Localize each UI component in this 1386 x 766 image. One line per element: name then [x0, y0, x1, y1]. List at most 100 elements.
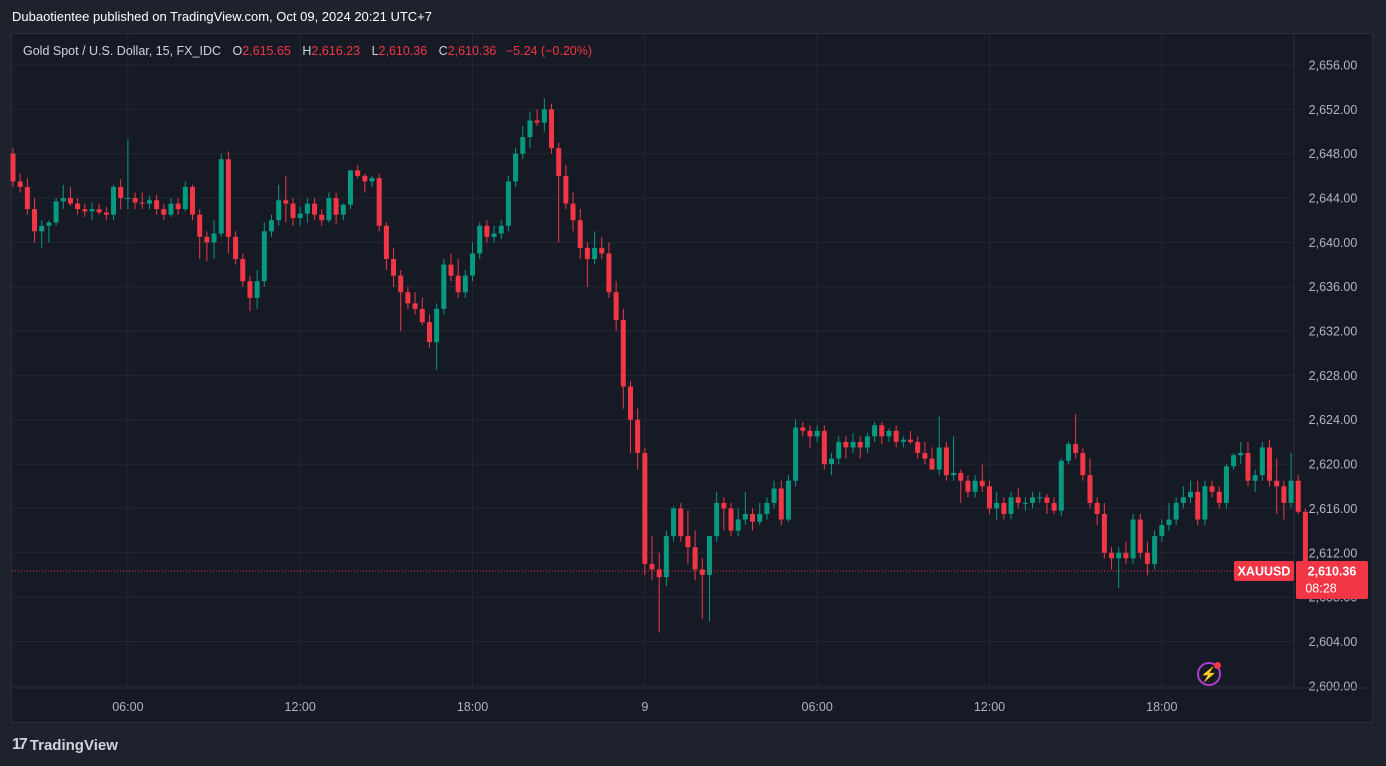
- candle-body: [721, 502, 727, 509]
- candle-body: [513, 153, 519, 182]
- candle-body: [627, 386, 633, 420]
- candle-body: [771, 488, 777, 503]
- y-tick-label: 2,648.00: [1309, 147, 1358, 161]
- candle-body: [642, 453, 648, 564]
- y-tick-label: 2,652.00: [1309, 103, 1358, 117]
- candle-body: [491, 233, 497, 237]
- candle-body: [1144, 552, 1150, 564]
- candle-body: [462, 275, 468, 293]
- y-tick-label: 2,632.00: [1309, 325, 1358, 339]
- candle-body: [455, 275, 461, 293]
- candle-body: [592, 247, 598, 260]
- candle-body: [434, 308, 440, 343]
- candle-body: [197, 214, 203, 237]
- candle-body: [448, 264, 454, 276]
- candle-body: [778, 488, 784, 520]
- candle-body: [520, 137, 526, 154]
- candle-body: [1087, 475, 1093, 503]
- candle-body: [240, 259, 246, 282]
- candle-body: [1015, 497, 1021, 503]
- candle-body: [111, 186, 117, 215]
- candle-body: [1044, 497, 1050, 503]
- candle-body: [247, 281, 253, 298]
- candle-body: [563, 175, 569, 204]
- x-tick-label: 9: [641, 700, 648, 714]
- candle-body: [1245, 453, 1251, 481]
- candle-body: [1259, 447, 1265, 476]
- candle-body: [297, 213, 303, 219]
- candle-body: [1116, 552, 1122, 559]
- candle-body: [319, 214, 325, 221]
- candle-body: [268, 220, 274, 232]
- legend: Gold Spot / U.S. Dollar, 15, FX_IDC O2,6…: [23, 44, 592, 58]
- candle-body: [1231, 455, 1237, 467]
- candle-body: [1101, 513, 1107, 553]
- candle-body: [67, 198, 73, 204]
- candle-body: [283, 200, 289, 204]
- candle-body: [735, 519, 741, 531]
- candle-body: [1288, 480, 1294, 503]
- tradingview-logo-icon: 17: [12, 736, 28, 753]
- candle-body: [82, 209, 88, 212]
- candle-body: [893, 430, 899, 442]
- candle-body: [24, 186, 30, 210]
- x-tick-label: 12:00: [285, 700, 316, 714]
- candle-body: [649, 563, 655, 570]
- candle-body: [1302, 511, 1308, 571]
- candle-body: [154, 200, 160, 210]
- candle-body: [1080, 453, 1086, 476]
- candle-body: [577, 220, 583, 248]
- footer[interactable]: 17 TradingView: [12, 736, 118, 754]
- candle-body: [376, 178, 382, 226]
- candle-body: [1037, 497, 1043, 499]
- notification-dot: [1214, 662, 1221, 669]
- candle-body: [103, 212, 109, 215]
- candle-body: [60, 198, 66, 202]
- price-tag-value: 2,610.36: [1308, 564, 1357, 578]
- candle-body: [836, 441, 842, 459]
- candle-body: [1209, 486, 1215, 492]
- candle-body: [922, 453, 928, 459]
- candle-body: [1065, 444, 1071, 461]
- x-tick-label: 12:00: [974, 700, 1005, 714]
- candle-body: [168, 203, 174, 215]
- candle-body: [635, 419, 641, 454]
- x-tick-label: 06:00: [112, 700, 143, 714]
- candle-body: [261, 231, 267, 282]
- publisher-line: Dubaotientee published on TradingView.co…: [12, 9, 433, 24]
- candle-body: [470, 253, 476, 276]
- candle-body: [96, 209, 102, 213]
- lightning-icon[interactable]: ⚡: [1197, 662, 1221, 686]
- candle-body: [1274, 480, 1280, 487]
- chart-frame: [11, 33, 1373, 723]
- candle-body: [785, 480, 791, 520]
- candle-body: [872, 425, 878, 437]
- candle-body: [929, 458, 935, 470]
- candle-body: [979, 480, 985, 487]
- candle-body: [312, 203, 318, 215]
- candle-body: [829, 458, 835, 465]
- candle-body: [994, 502, 1000, 509]
- candle-body: [951, 472, 957, 476]
- y-tick-label: 2,616.00: [1309, 502, 1358, 516]
- candle-body: [549, 109, 554, 149]
- candle-body: [821, 430, 827, 465]
- candle-body: [254, 281, 260, 298]
- y-tick-label: 2,636.00: [1309, 280, 1358, 294]
- candle-body: [1058, 460, 1064, 511]
- candle-body: [32, 209, 38, 232]
- candle-body: [699, 569, 705, 575]
- candle-body: [958, 472, 964, 481]
- legend-low-label: L: [371, 44, 379, 58]
- candle-body: [1137, 519, 1143, 553]
- candle-body: [936, 447, 942, 470]
- y-tick-label: 2,620.00: [1309, 458, 1358, 472]
- x-tick-label: 06:00: [802, 700, 833, 714]
- candle-body: [125, 198, 131, 200]
- candle-body: [1180, 497, 1186, 503]
- candle-body: [347, 170, 353, 205]
- candle-body: [728, 508, 734, 531]
- candle-body: [190, 186, 195, 215]
- candle-body: [750, 513, 756, 522]
